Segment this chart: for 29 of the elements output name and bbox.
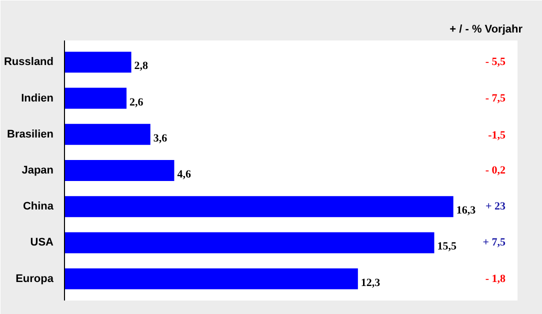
y-tick-label: Indien [21, 92, 54, 104]
text: - 5,5 [485, 56, 506, 68]
bar [64, 88, 127, 109]
bar [64, 268, 358, 290]
bar [64, 232, 434, 254]
text: - 0,2 [485, 164, 506, 176]
y-tick-label: Russland [4, 56, 54, 68]
data-label: 15,5 [437, 240, 458, 253]
text: + 7,5 [482, 236, 506, 249]
text: - 1,8 [485, 272, 506, 285]
bar [64, 160, 174, 181]
y-tick-label: Europa [16, 272, 54, 285]
bar [64, 124, 150, 145]
bar [64, 196, 454, 218]
text: + 23 [485, 200, 506, 213]
y-tick-label: USA [30, 236, 54, 249]
data-label: 4,6 [177, 168, 192, 180]
data-label: 2,8 [134, 60, 149, 72]
text: -1,5 [488, 129, 506, 142]
data-label: 16,3 [456, 204, 476, 217]
text: - 7,5 [485, 92, 506, 104]
text: + / - % Vorjahr [450, 24, 524, 36]
y-tick-label: China [22, 200, 54, 213]
data-label: 3,6 [153, 132, 168, 144]
bar [64, 52, 132, 73]
data-label: 2,6 [130, 96, 144, 108]
y-tick-label: Brasilien [7, 128, 54, 140]
data-label: 12,3 [360, 276, 381, 289]
y-tick-label: Japan [22, 164, 54, 176]
